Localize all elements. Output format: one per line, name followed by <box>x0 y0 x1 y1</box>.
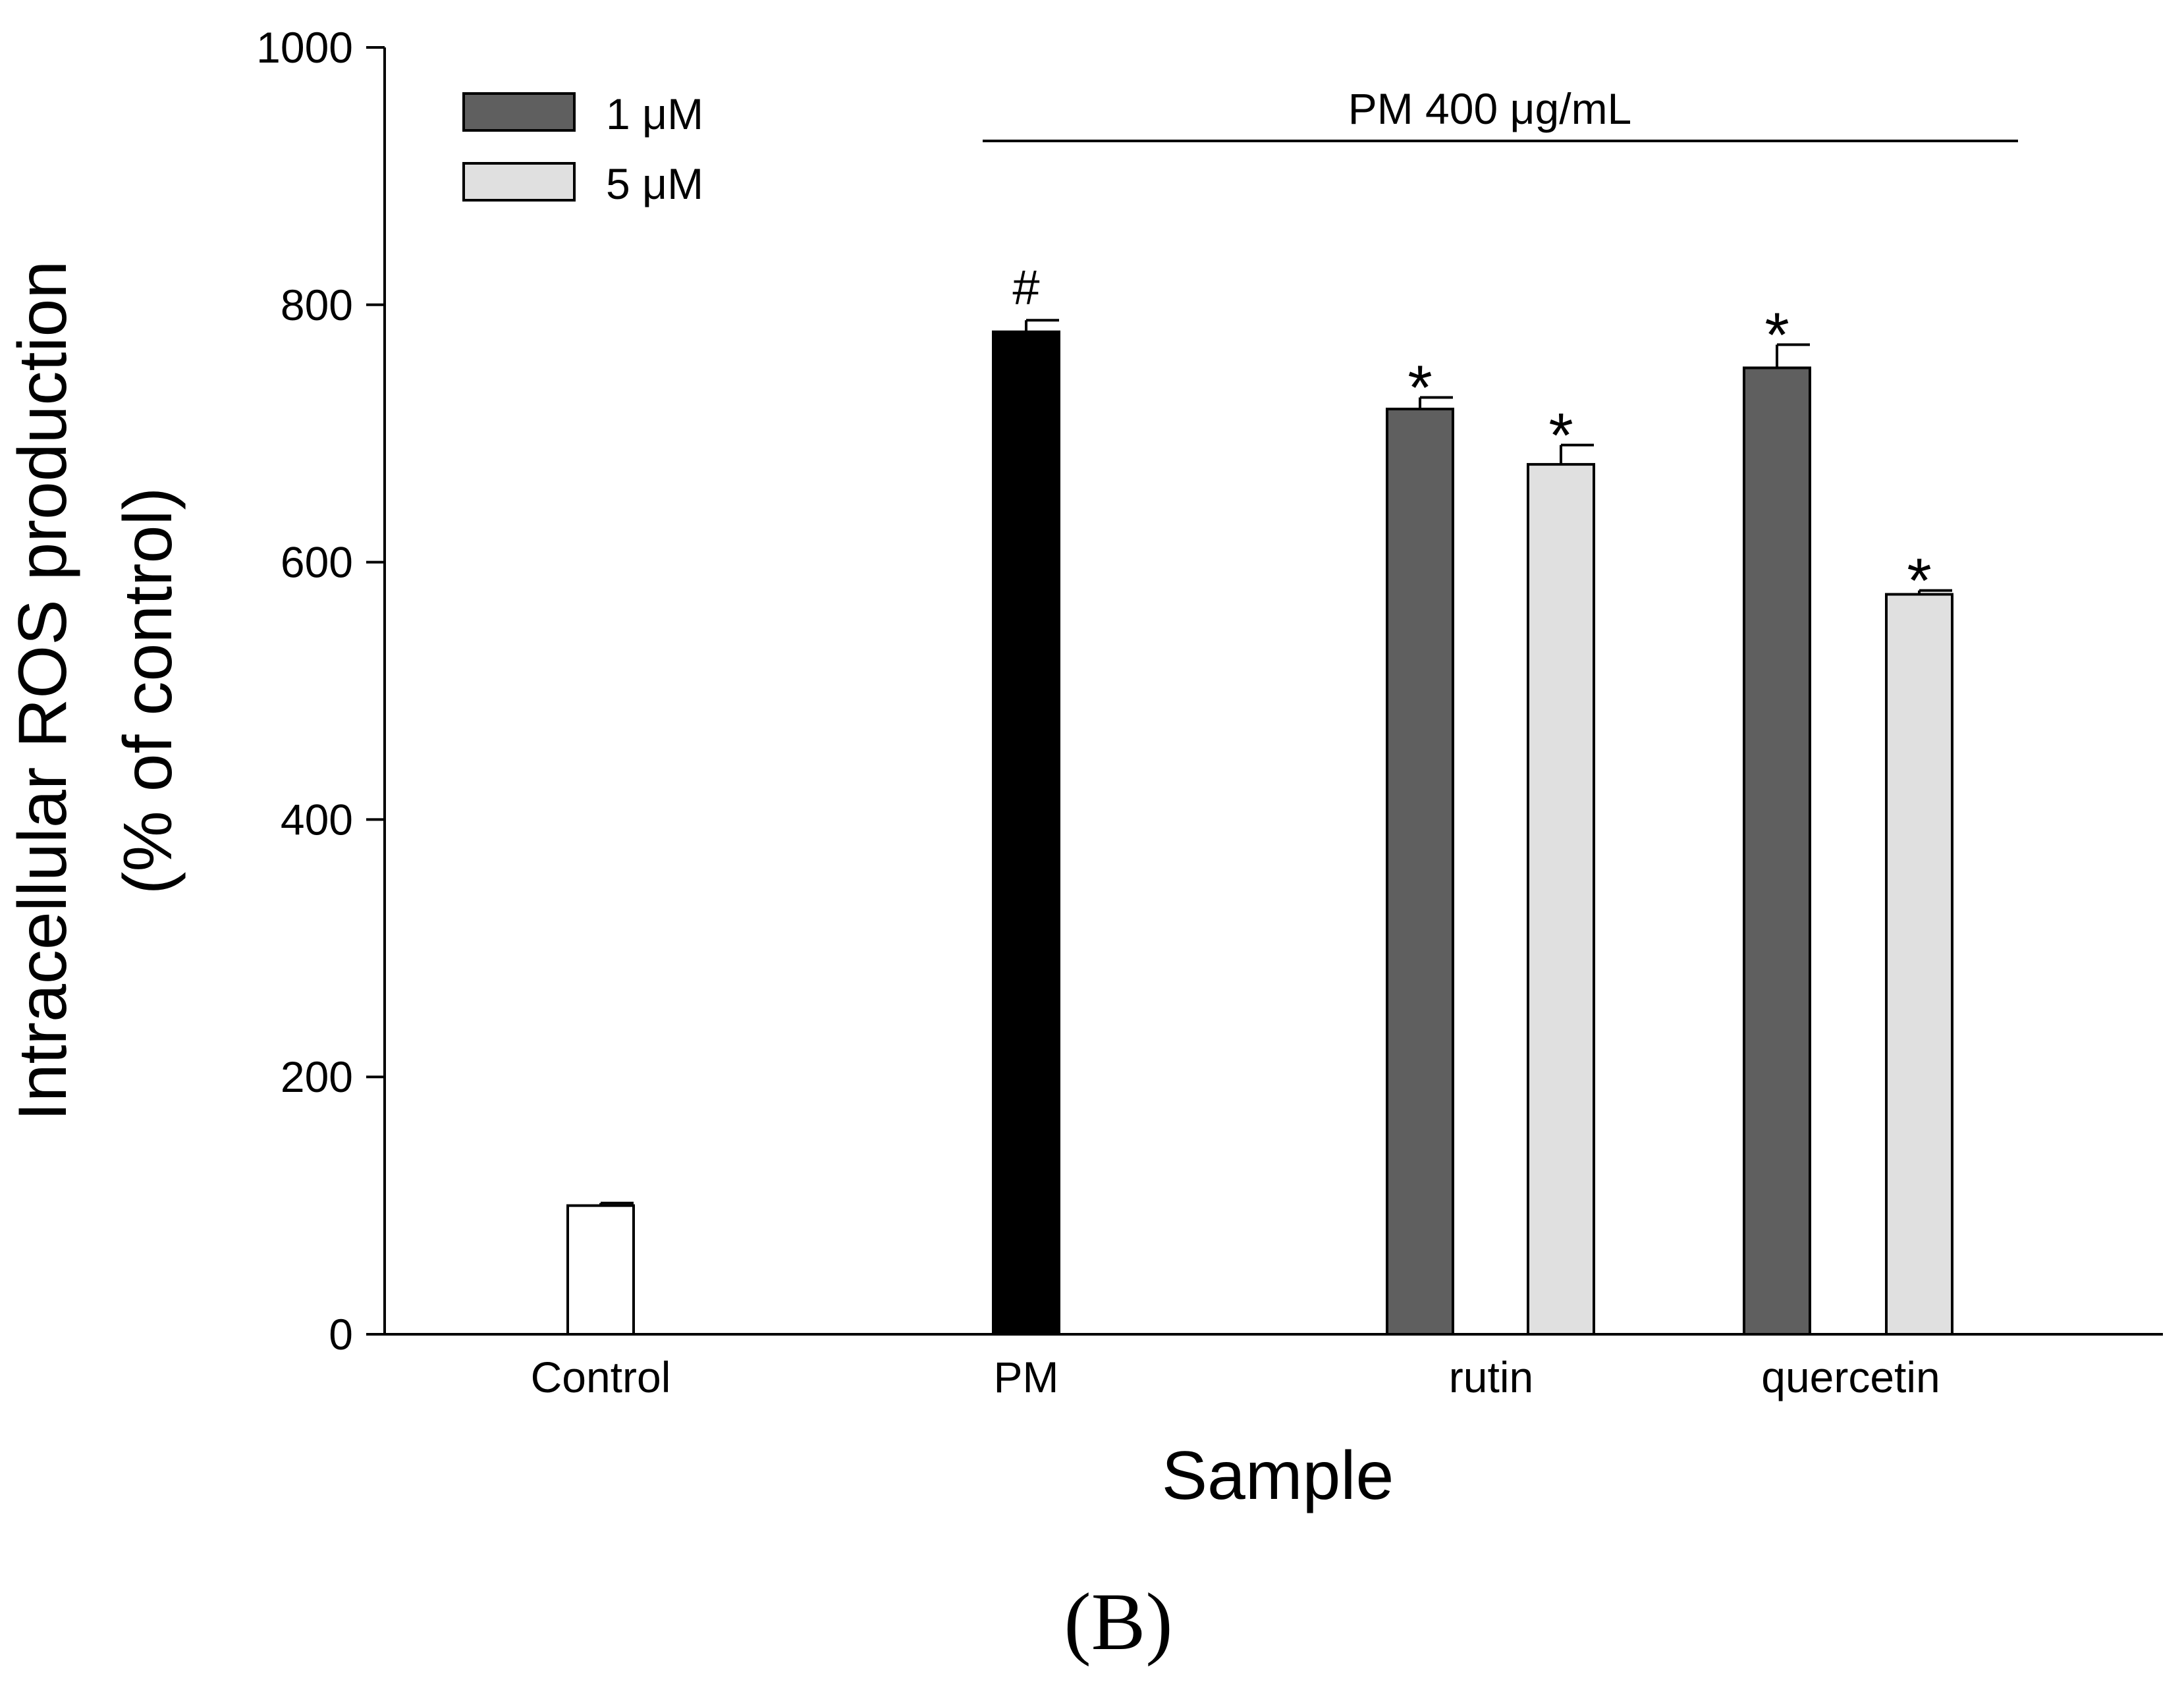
bars-group: # * * * * <box>566 260 1953 1336</box>
bar <box>1386 408 1454 1336</box>
panel-label: (B) <box>1064 1577 1172 1667</box>
significance-marker: * <box>1407 352 1432 423</box>
significance-marker: * <box>1907 546 1931 616</box>
bar <box>566 1204 635 1336</box>
legend-label-5um: 5 μM <box>606 159 703 208</box>
x-tick-label-control: Control <box>531 1353 671 1401</box>
y-tick-label: 200 <box>281 1052 353 1101</box>
bar <box>1527 463 1595 1336</box>
pm-bracket-label: PM 400 μg/mL <box>1348 84 1632 133</box>
significance-marker: * <box>1764 300 1789 370</box>
x-tick-label-quercetin: quercetin <box>1761 1353 1940 1401</box>
bar <box>1885 593 1953 1336</box>
bar <box>992 330 1060 1336</box>
y-tick-label: 800 <box>281 281 353 329</box>
bar <box>1743 366 1811 1336</box>
y-tick-label: 0 <box>329 1310 353 1359</box>
legend-swatch-1um <box>462 92 576 132</box>
x-tick-label-pm: PM <box>994 1353 1059 1401</box>
legend-label-1um: 1 μM <box>606 90 703 138</box>
y-axis-title-line1: Intracellular ROS production <box>5 261 81 1121</box>
significance-marker: # <box>1012 260 1039 315</box>
significance-marker: * <box>1548 400 1573 471</box>
x-axis-title: Sample <box>1162 1438 1394 1514</box>
y-tick-label: 1000 <box>256 23 353 72</box>
y-ticks: 0 200 400 600 800 1000 <box>256 23 385 1359</box>
y-axis-title-line2: (% of control) <box>110 487 186 894</box>
y-tick-label: 600 <box>281 538 353 587</box>
x-tick-label-rutin: rutin <box>1449 1353 1533 1401</box>
legend-swatch-5um <box>462 162 576 202</box>
y-tick-label: 400 <box>281 795 353 844</box>
